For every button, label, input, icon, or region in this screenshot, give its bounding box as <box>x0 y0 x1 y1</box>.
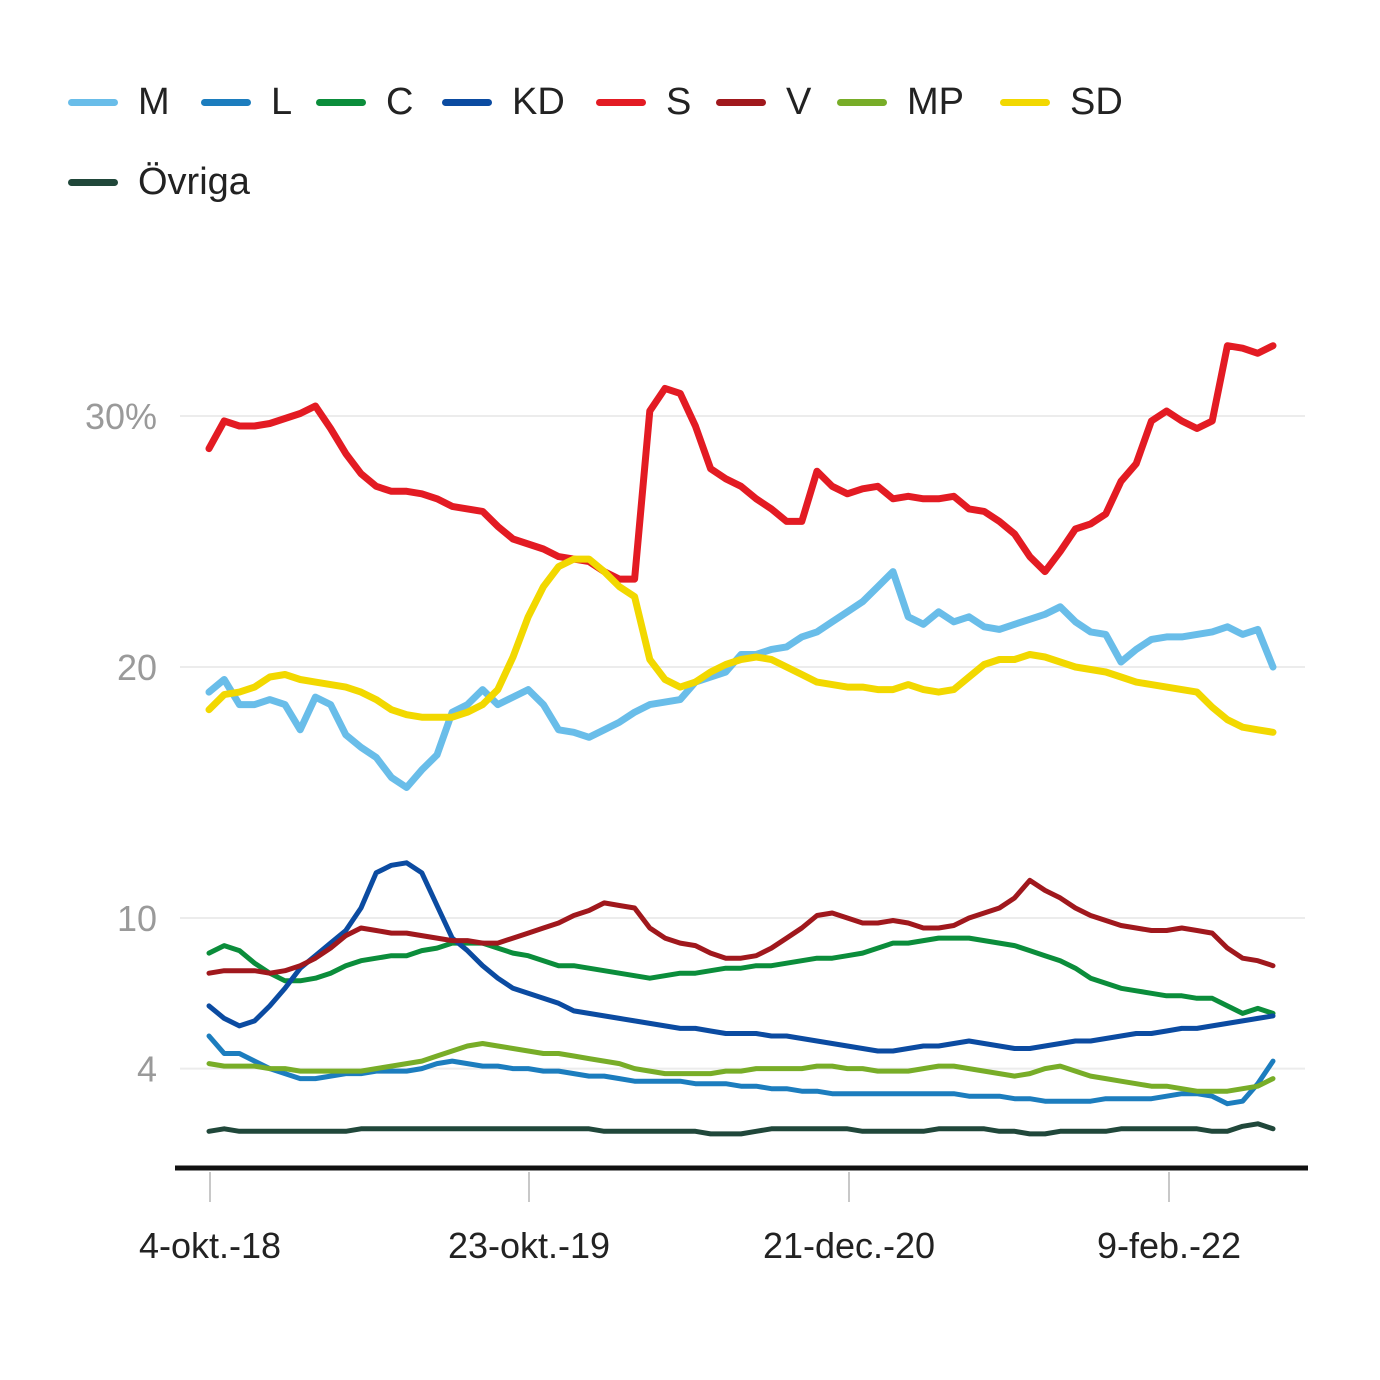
legend-item-v: V <box>716 72 811 132</box>
series-line-kd <box>206 860 1276 1054</box>
series-line-mp <box>206 1041 1276 1094</box>
legend-swatch <box>201 98 251 106</box>
legend-item-s: S <box>596 72 691 132</box>
x-tick-label: 21-dec.-20 <box>763 1225 935 1266</box>
series-line-sd <box>205 555 1277 736</box>
legend-label: M <box>138 80 170 123</box>
x-axis: 4-okt.-18 23-okt.-19 21-dec.-20 9-feb.-22 <box>139 1165 1308 1266</box>
y-tick-label: 30% <box>85 396 157 437</box>
legend-label: KD <box>512 80 565 123</box>
series-line-c <box>206 935 1276 1016</box>
y-tick-label: 10 <box>117 898 157 939</box>
y-axis: 30% 20 10 4 <box>85 396 157 1090</box>
legend-item-c: C <box>316 72 413 132</box>
legend-item-kd: KD <box>442 72 565 132</box>
legend-item-m: M <box>68 72 170 132</box>
legend-swatch <box>316 98 366 106</box>
grid-lines <box>180 415 1305 1070</box>
legend-label: SD <box>1070 80 1123 123</box>
y-tick-label: 4 <box>137 1049 157 1090</box>
series-line-s <box>205 342 1277 583</box>
series-line-m <box>205 568 1277 791</box>
legend-swatch <box>716 98 766 106</box>
legend-item-vriga: Övriga <box>68 152 250 212</box>
series-line-vriga <box>206 1121 1276 1137</box>
legend-swatch <box>837 98 887 106</box>
series-line-l <box>206 1033 1276 1107</box>
series-lines <box>205 342 1277 1137</box>
legend-swatch <box>1000 98 1050 106</box>
legend-label: L <box>271 80 293 123</box>
x-tick-label: 23-okt.-19 <box>448 1225 610 1266</box>
legend-item-mp: MP <box>837 72 964 132</box>
legend-label: S <box>666 80 692 123</box>
legend-swatch <box>68 98 118 106</box>
legend-label: MP <box>907 80 964 123</box>
legend-item-sd: SD <box>1000 72 1123 132</box>
legend-label: C <box>386 80 414 123</box>
series-line-v <box>206 877 1276 976</box>
legend-swatch <box>596 98 646 106</box>
legend-label: Övriga <box>138 160 250 203</box>
legend-swatch <box>442 98 492 106</box>
x-tick-label: 4-okt.-18 <box>139 1225 281 1266</box>
legend-swatch <box>68 178 118 186</box>
legend-label: V <box>786 80 812 123</box>
x-tick-label: 9-feb.-22 <box>1097 1225 1241 1266</box>
legend-item-l: L <box>201 72 292 132</box>
y-tick-label: 20 <box>117 647 157 688</box>
